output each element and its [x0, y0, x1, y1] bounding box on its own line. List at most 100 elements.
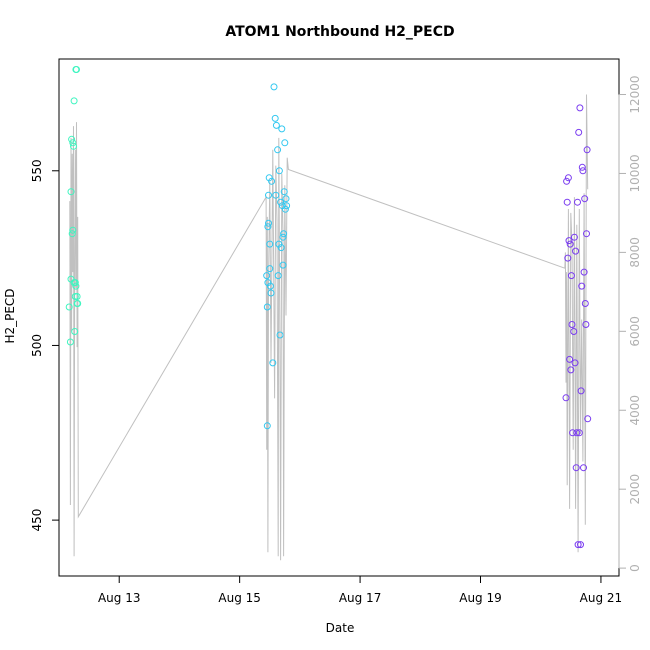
y-left-tick-label: 550: [30, 159, 44, 182]
y-axis-right: 0 2000 4000 6000 8000 10000 12000: [618, 75, 642, 572]
data-point: [281, 205, 289, 213]
data-point: [578, 163, 586, 171]
data-point: [73, 66, 80, 73]
data-point: [569, 429, 577, 437]
data-point: [272, 191, 280, 199]
y-axis-label: H2_PECD: [3, 288, 17, 343]
data-point: [65, 303, 73, 311]
data-point: [563, 198, 571, 206]
data-point: [568, 321, 576, 328]
data-point: [68, 230, 76, 238]
data-point: [565, 237, 573, 245]
x-tick-label: Aug 15: [218, 591, 261, 605]
x-tick-label: Aug 13: [98, 591, 141, 605]
data-point: [580, 464, 587, 472]
data-point: [272, 121, 280, 129]
data-point: [576, 104, 584, 112]
x-tick-label: Aug 17: [339, 591, 382, 605]
data-point: [265, 191, 272, 199]
data-point: [570, 233, 578, 241]
y-left-tick-label: 500: [30, 334, 44, 357]
data-points: [65, 66, 592, 549]
secondary-series: [69, 94, 589, 561]
data-point: [263, 422, 271, 430]
data-point: [577, 541, 584, 549]
data-point: [572, 247, 580, 255]
data-point: [279, 261, 287, 269]
y-right-tick-label: 8000: [628, 237, 642, 268]
data-point: [274, 272, 282, 280]
data-point: [571, 359, 579, 367]
data-point: [275, 240, 283, 248]
y-right-tick-label: 10000: [628, 154, 642, 192]
data-point: [578, 282, 586, 290]
data-point: [267, 289, 275, 297]
data-point: [583, 146, 591, 154]
x-tick-label: Aug 19: [459, 591, 502, 605]
data-point: [67, 188, 75, 196]
y-right-tick-label: 4000: [628, 395, 642, 426]
data-point: [69, 226, 77, 234]
data-point: [563, 177, 571, 185]
data-point: [71, 279, 79, 287]
data-point: [577, 387, 585, 395]
data-point: [567, 366, 575, 374]
data-point: [71, 328, 79, 335]
data-point: [567, 272, 575, 280]
data-point: [283, 202, 291, 210]
data-point: [73, 293, 81, 300]
data-point: [72, 282, 80, 290]
data-point: [266, 282, 274, 290]
data-point: [269, 359, 277, 367]
data-point: [70, 97, 78, 105]
x-axis-label: Date: [326, 621, 355, 635]
data-point: [575, 128, 583, 136]
data-point: [69, 139, 77, 147]
data-point: [572, 464, 580, 472]
y-axis-left: 450 500 550: [30, 159, 60, 532]
y-right-tick-label: 6000: [628, 316, 642, 347]
y-right-tick-label: 2000: [628, 474, 642, 505]
data-point: [268, 177, 276, 185]
data-point: [270, 83, 278, 91]
data-point: [279, 233, 287, 241]
data-point: [74, 300, 82, 307]
data-point: [564, 254, 572, 262]
data-point: [574, 541, 582, 549]
y-right-tick-label: 0: [628, 564, 642, 572]
data-point: [281, 139, 289, 147]
data-point: [265, 219, 272, 227]
data-point: [566, 240, 574, 248]
secondary-series-line: [69, 94, 589, 561]
data-point: [271, 114, 279, 122]
data-point: [581, 195, 589, 203]
data-point: [66, 338, 74, 346]
x-tick-label: Aug 21: [580, 591, 623, 605]
data-point: [564, 174, 572, 182]
data-point: [562, 394, 570, 402]
data-point: [575, 429, 583, 437]
data-point: [277, 244, 285, 252]
data-point: [274, 146, 282, 154]
data-point: [277, 198, 285, 206]
data-point: [278, 125, 286, 133]
data-point: [584, 415, 592, 423]
y-right-tick-label: 12000: [628, 75, 642, 113]
data-point: [263, 303, 271, 311]
data-point: [275, 167, 283, 175]
data-point: [264, 223, 272, 231]
data-point: [70, 142, 77, 150]
data-point: [263, 272, 271, 280]
data-point: [581, 300, 589, 307]
data-point: [566, 355, 574, 363]
data-point: [582, 321, 590, 328]
data-point: [573, 429, 581, 437]
data-point: [266, 240, 274, 248]
data-point: [583, 230, 590, 238]
data-point: [574, 198, 581, 206]
data-point: [280, 188, 288, 196]
chart-title: ATOM1 Northbound H2_PECD: [225, 24, 454, 40]
data-point: [265, 174, 273, 182]
